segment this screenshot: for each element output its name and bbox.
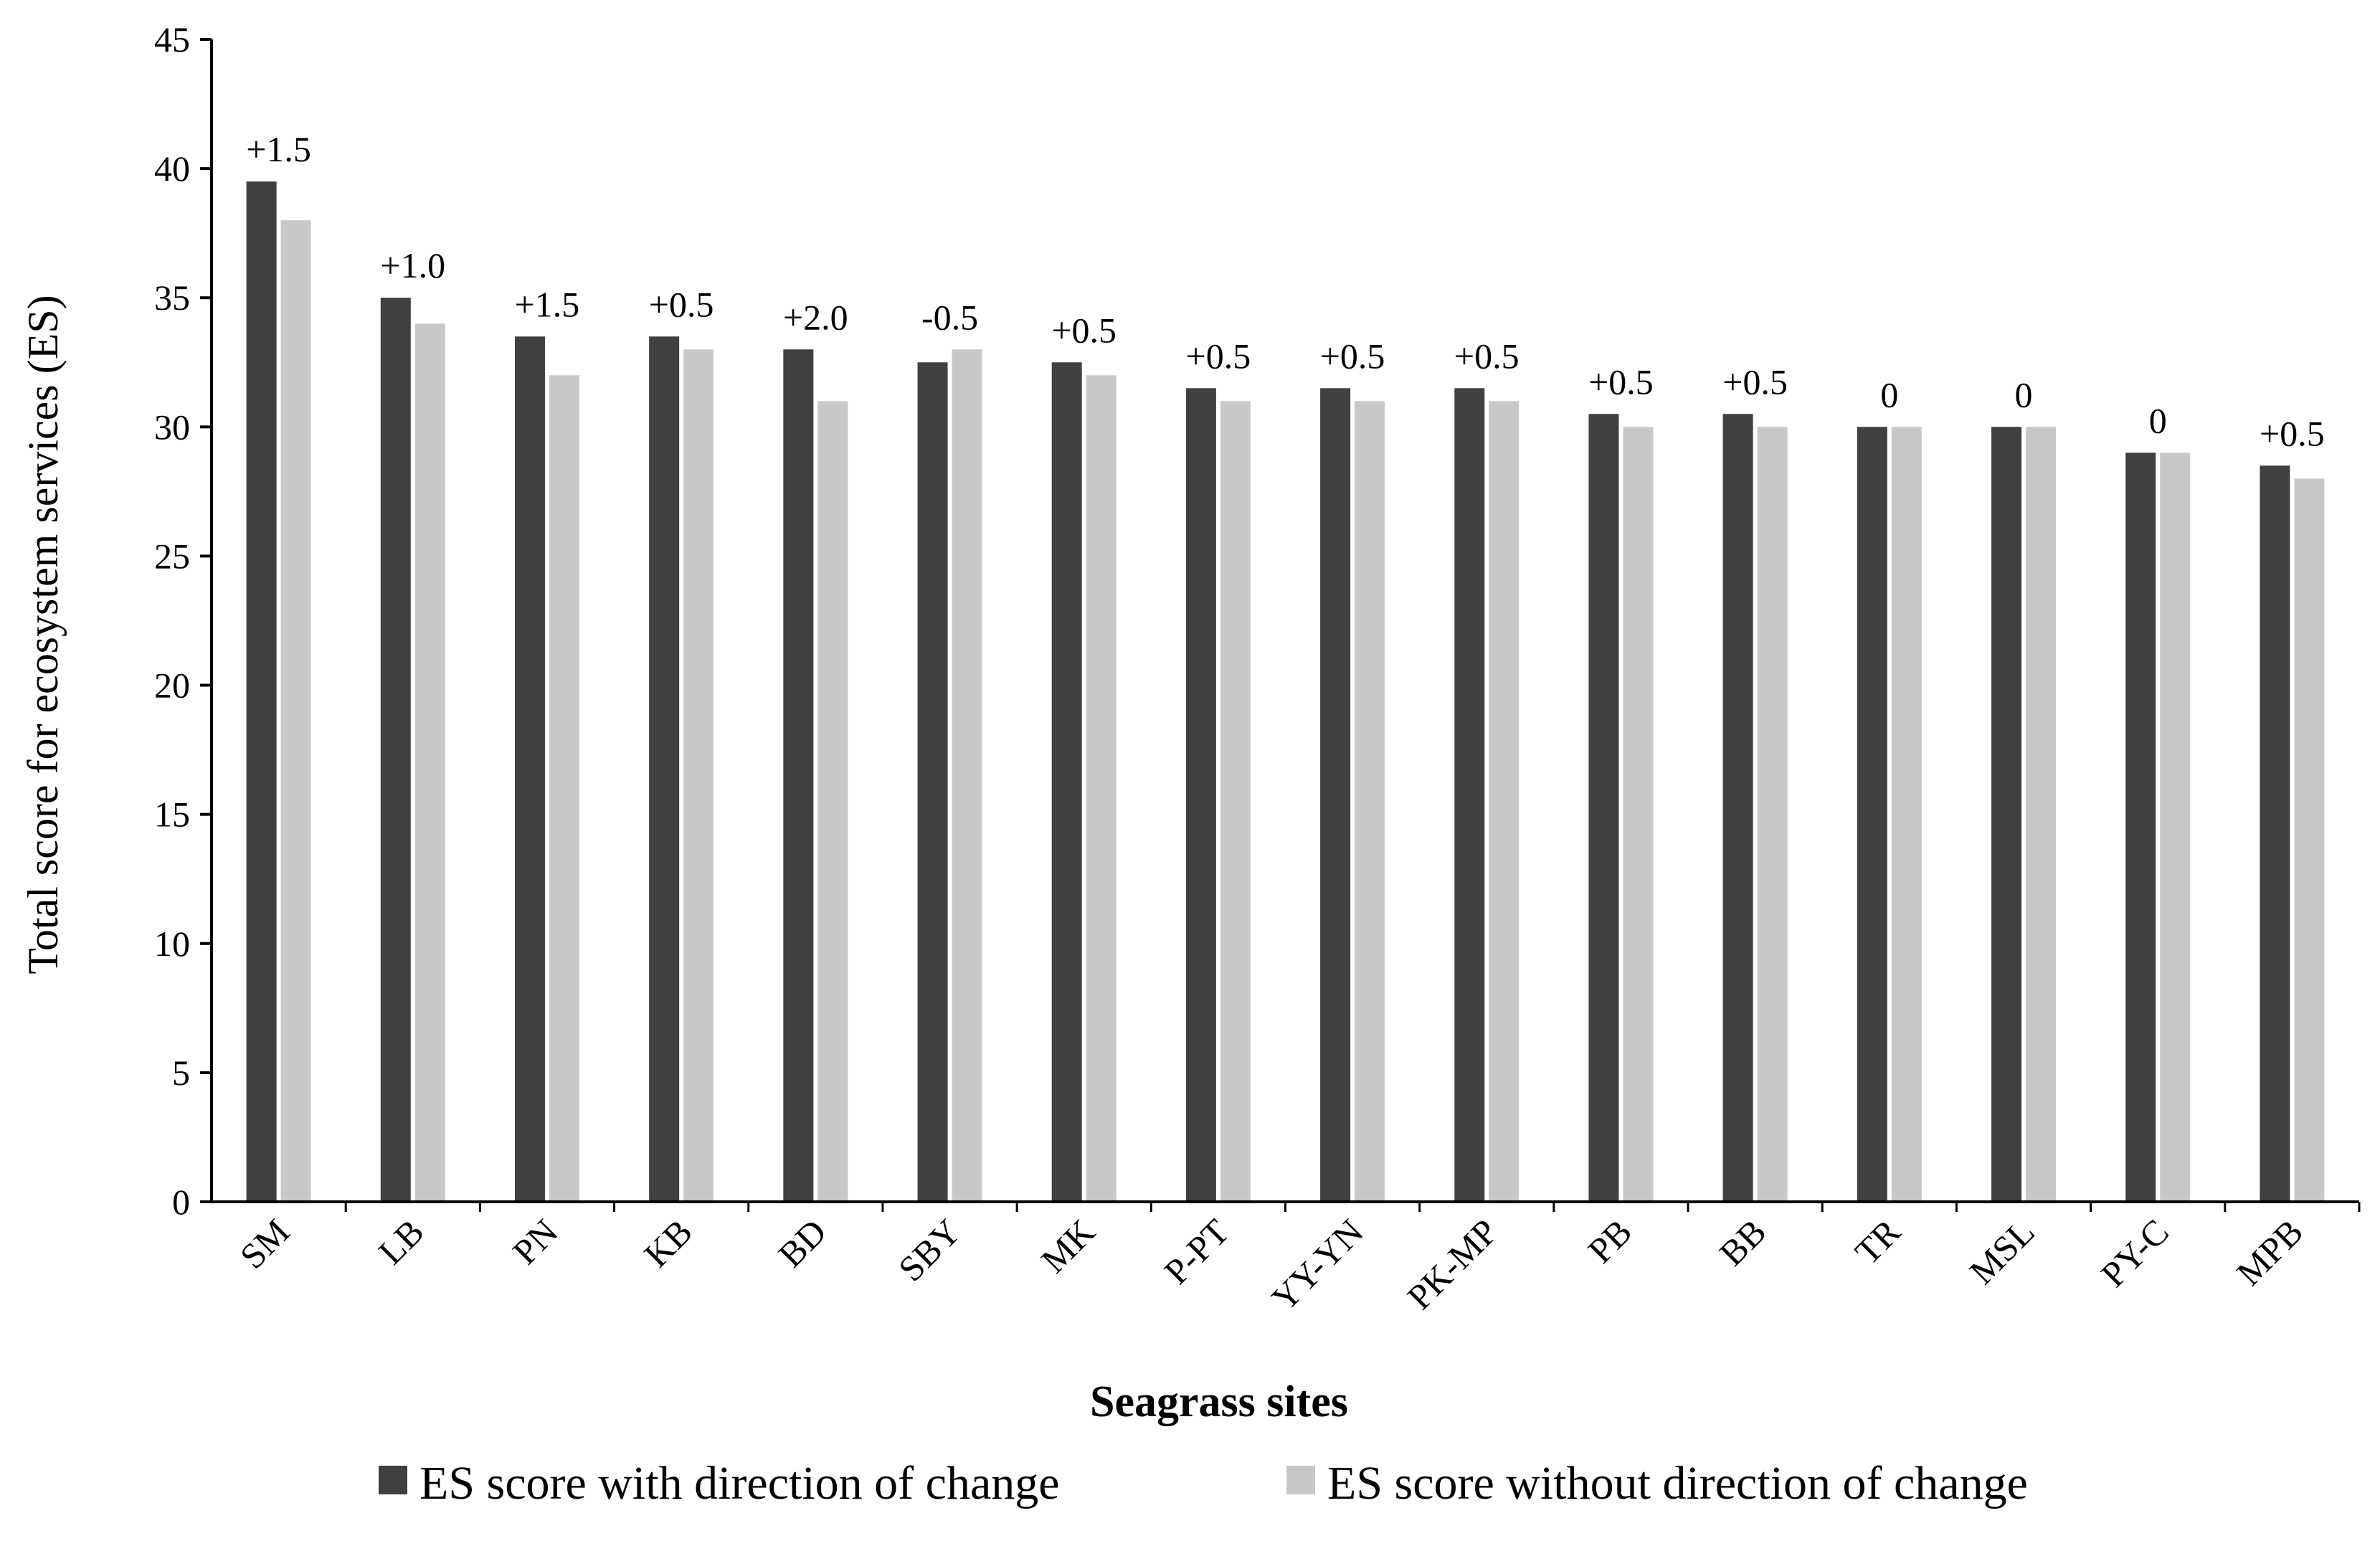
y-tick-label: 0 [172, 1182, 190, 1222]
difference-label-sm: +1.5 [246, 129, 311, 169]
y-axis-ticks: 0 5 10 15 20 25 30 35 40 45 [154, 19, 212, 1222]
bar-mk-series-1 [1051, 362, 1082, 1202]
bar-pb-series-2 [1623, 427, 1654, 1203]
bar-p-pt-series-1 [1185, 388, 1216, 1202]
difference-label-msl: 0 [2015, 374, 2033, 414]
bar-lb-series-2 [414, 323, 445, 1203]
difference-label-lb: +1.0 [380, 245, 445, 285]
x-tick-label-pk-mp: PK-MP [1399, 1211, 1505, 1317]
y-axis-title: Total score for ecosystem services (ES) [19, 295, 67, 974]
y-tick-label: 35 [154, 278, 190, 318]
bar-mk-series-2 [1086, 375, 1116, 1203]
bar-bd-series-2 [817, 401, 848, 1203]
bar-pk-mp-series-2 [1489, 401, 1519, 1203]
bar-sby-series-1 [917, 362, 948, 1202]
bar-mpb-series-1 [2260, 465, 2290, 1202]
y-tick-label: 10 [154, 924, 190, 964]
x-tick-label-kb: KB [636, 1211, 700, 1275]
difference-label-tr: 0 [1880, 374, 1898, 414]
difference-label-p-pt: +0.5 [1186, 336, 1251, 376]
difference-label-bd: +2.0 [783, 297, 848, 337]
x-axis-ticks: SM LB PN KB BD SBY MK P-PT YY-YN PK-MP PB BB TR MSL PY… [232, 1202, 2361, 1319]
bars [246, 181, 2325, 1203]
x-tick-label-msl: MSL [1962, 1211, 2042, 1291]
bar-yy-yn-series-2 [1355, 401, 1385, 1203]
x-tick-label-p-pt: P-PT [1156, 1211, 1236, 1291]
bar-tr-series-2 [1891, 427, 1922, 1203]
x-tick-label-py-c: PY-C [2093, 1211, 2176, 1294]
y-tick-label: 5 [172, 1053, 190, 1093]
bar-pn-series-2 [549, 375, 579, 1203]
x-tick-label-bd: BD [770, 1211, 834, 1275]
legend-swatch-series-1 [379, 1466, 407, 1494]
bar-bb-series-2 [1757, 427, 1788, 1203]
x-tick-label-mk: MK [1033, 1211, 1103, 1281]
x-tick-label-sby: SBY [891, 1211, 968, 1289]
legend-swatch-series-2 [1286, 1466, 1315, 1494]
bar-sm-series-2 [280, 220, 311, 1203]
difference-label-kb: +0.5 [649, 284, 714, 324]
y-tick-label: 30 [154, 407, 190, 447]
x-tick-label-yy-yn: YY-YN [1264, 1211, 1371, 1319]
bar-msl-series-2 [2026, 427, 2057, 1203]
bar-sby-series-2 [952, 349, 982, 1203]
y-tick-label: 15 [154, 795, 190, 835]
x-axis-title: Seagrass sites [1090, 1378, 1348, 1426]
difference-label-pk-mp: +0.5 [1454, 336, 1519, 376]
y-tick-label: 20 [154, 665, 190, 706]
bar-lb-series-1 [380, 298, 411, 1203]
bar-bd-series-1 [783, 349, 814, 1203]
bar-kb-series-2 [683, 349, 714, 1203]
legend-label-series-2: ES score without direction of change [1327, 1457, 2028, 1509]
x-tick-label-tr: TR [1847, 1211, 1908, 1272]
difference-label-bb: +0.5 [1722, 361, 1788, 402]
x-tick-label-lb: LB [371, 1211, 432, 1272]
bar-yy-yn-series-1 [1320, 388, 1351, 1202]
legend-label-series-1: ES score with direction of change [419, 1457, 1060, 1509]
difference-labels: +1.5 +1.0 +1.5 +0.5 +2.0 -0.5 +0.5 +0.5 +0.5 +0.5… [246, 129, 2325, 453]
y-tick-label: 25 [154, 536, 190, 576]
x-tick-label-pb: PB [1580, 1211, 1639, 1271]
difference-label-pb: +0.5 [1588, 361, 1654, 402]
y-tick-label: 40 [154, 148, 190, 189]
x-tick-label-sm: SM [232, 1211, 298, 1276]
difference-label-yy-yn: +0.5 [1320, 336, 1385, 376]
bar-pk-mp-series-1 [1454, 388, 1485, 1202]
difference-label-pn: +1.5 [515, 284, 580, 324]
bar-sm-series-1 [246, 181, 277, 1203]
x-tick-label-pn: PN [505, 1211, 566, 1272]
bar-pn-series-1 [514, 336, 545, 1202]
bar-mpb-series-2 [2294, 478, 2325, 1202]
bar-bb-series-1 [1722, 414, 1753, 1202]
y-tick-label: 45 [154, 19, 190, 60]
bar-pb-series-1 [1588, 414, 1619, 1202]
difference-label-mpb: +0.5 [2260, 413, 2325, 453]
bar-msl-series-1 [1991, 427, 2022, 1203]
x-tick-label-mpb: MPB [2229, 1211, 2310, 1293]
bar-tr-series-1 [1857, 427, 1887, 1203]
difference-label-mk: +0.5 [1051, 310, 1116, 350]
bar-kb-series-1 [649, 336, 680, 1202]
bar-py-c-series-2 [2160, 452, 2191, 1203]
bar-py-c-series-1 [2125, 452, 2156, 1203]
difference-label-sby: -0.5 [921, 297, 978, 337]
legend: ES score with direction of change ES sco… [379, 1457, 2028, 1509]
bar-p-pt-series-2 [1220, 401, 1251, 1203]
x-tick-label-bb: BB [1712, 1211, 1774, 1274]
difference-label-py-c: 0 [2149, 400, 2167, 440]
